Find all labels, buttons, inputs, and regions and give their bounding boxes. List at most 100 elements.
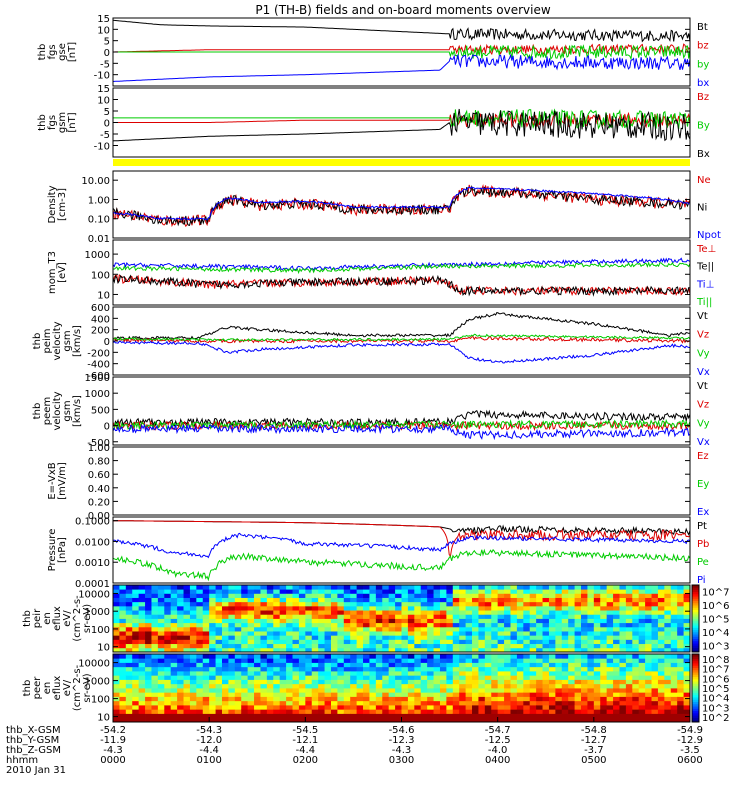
date-label: 2010 Jan 31 <box>6 765 66 776</box>
colorbar-peer: 10^210^310^410^510^610^710^8 <box>691 653 729 724</box>
svg-text:gse: gse <box>57 43 68 61</box>
y-tick-label: 1000 <box>85 389 110 400</box>
colorbar-tick-label: 10^6 <box>702 601 729 612</box>
y-tick-label: 0 <box>104 337 110 348</box>
y-tick-label: 0.20 <box>88 497 110 508</box>
x-axis-row-label: thb_Y-GSM <box>6 735 59 746</box>
spectrogram-peir <box>113 585 691 653</box>
colorbar-tick-label: 10^7 <box>702 588 729 599</box>
svg-text:Density: Density <box>47 185 58 223</box>
legend-entry: bx <box>697 78 709 89</box>
colorbar-tick-label: 10^6 <box>702 674 729 685</box>
y-tick-label: 100 <box>91 270 110 281</box>
spectrogram-peer <box>113 654 691 723</box>
panel-frame <box>112 516 691 584</box>
series-line <box>113 43 690 56</box>
svg-text:[km/s]: [km/s] <box>72 325 83 357</box>
svg-text:thb: thb <box>37 114 48 131</box>
series-line <box>113 532 690 559</box>
series-line <box>113 548 690 582</box>
svg-text:Pressure: Pressure <box>47 529 58 572</box>
y-tick-label: -5 <box>100 130 110 141</box>
svg-text:[nT]: [nT] <box>67 112 78 132</box>
svg-text:en: en <box>42 612 53 625</box>
svg-text:peem: peem <box>42 397 53 425</box>
svg-text:thb: thb <box>32 403 43 420</box>
figure-title: P1 (TH-B) fields and on-board moments ov… <box>255 3 551 17</box>
svg-text:gsm: gsm <box>62 400 73 421</box>
x-tick-label: -12.9 <box>677 735 703 746</box>
svg-text:E=-VxB: E=-VxB <box>47 462 58 499</box>
legend-entry: by <box>697 59 709 70</box>
x-tick-label: -3.7 <box>584 745 604 756</box>
svg-text:thb: thb <box>32 333 43 350</box>
y-tick-label: -600 <box>87 371 110 382</box>
y-tick-label: -10 <box>94 142 110 153</box>
x-tick-label: -4.3 <box>392 745 412 756</box>
legend-entry: Vy <box>697 418 710 429</box>
y-tick-label: 0.0001 <box>75 579 110 590</box>
series-line <box>113 274 690 297</box>
legend-entry: Pe <box>697 557 709 568</box>
series-line <box>113 274 690 297</box>
svg-text:sr-eV): sr-eV) <box>82 673 93 702</box>
y-tick-label: 10 <box>97 643 110 654</box>
legend-entry: Ne <box>697 175 711 186</box>
legend-entry: Vx <box>697 437 710 448</box>
colorbar-peir: 10^3 10^4 10^5 10^6 10^7 <box>691 584 729 653</box>
svg-text:(cm^2-s-: (cm^2-s- <box>72 595 83 642</box>
series-line <box>113 336 690 344</box>
y-tick-label: -5 <box>100 59 110 70</box>
legend-entry: Npot <box>697 230 721 241</box>
svg-text:[km/s]: [km/s] <box>72 395 83 427</box>
series-line <box>113 418 690 431</box>
y-tick-label: 100 <box>91 625 110 636</box>
colorbar-tick-label: 10^5 <box>702 615 729 626</box>
y-tick-label: -500 <box>87 438 110 449</box>
colorbar-tick-label: 10^7 <box>702 665 729 676</box>
panel-exb: Ez Ey Ex 0.00 0.20 0.40 0.60 0.80 1.00 E=-VxB [mV/… <box>47 443 709 522</box>
y-tick-label: 10000 <box>78 589 110 600</box>
x-tick-label: -54.3 <box>196 725 222 736</box>
y-axis-label: thb peer en eflux eV/(cm^2-s-sr-eV) <box>22 664 93 711</box>
svg-text:[cm-3]: [cm-3] <box>57 188 68 221</box>
svg-text:[mV/m]: [mV/m] <box>57 462 68 500</box>
series-line <box>113 185 690 227</box>
panel-temp: Te⊥ Te|| Ti⊥ Ti|| 10 100 1000 mom_T3 [eV] <box>47 239 716 308</box>
legend-entry: Vx <box>697 367 710 378</box>
data-gap-band <box>113 159 690 166</box>
x-tick-label: 0500 <box>581 755 606 766</box>
x-tick-label: -54.5 <box>292 725 318 736</box>
legend-entry: Vy <box>697 348 710 359</box>
x-tick-label: -4.4 <box>296 745 316 756</box>
y-tick-label: 1.00 <box>88 195 110 206</box>
panel-density: Ne Ni Npot 0.01 0.10 1.00 10.00 Density [cm-3] <box>47 170 721 245</box>
x-tick-label: 0600 <box>677 755 702 766</box>
y-tick-label: 10 <box>97 96 110 107</box>
legend-entry: Bz <box>697 92 709 103</box>
series-line <box>113 108 690 130</box>
y-tick-label: 1000 <box>85 250 110 261</box>
y-tick-label: 10 <box>97 290 110 301</box>
svg-text:sr-eV): sr-eV) <box>82 604 93 633</box>
series-line <box>113 53 690 82</box>
x-axis-row-label: hhmm <box>6 755 38 766</box>
y-tick-label: -400 <box>87 360 110 371</box>
panel-frame <box>112 170 691 239</box>
series-line <box>113 333 690 342</box>
x-tick-label: 0100 <box>196 755 221 766</box>
y-tick-label: 1500 <box>85 373 110 384</box>
x-tick-label: -4.0 <box>488 745 508 756</box>
x-tick-label: -4.3 <box>103 745 123 756</box>
svg-text:[eV]: [eV] <box>57 262 68 283</box>
y-tick-label: 10 <box>97 25 110 36</box>
series-line <box>113 257 690 271</box>
y-tick-label: 10 <box>97 713 110 724</box>
y-tick-label: 0 <box>104 48 110 59</box>
svg-text:eV/: eV/ <box>62 679 73 696</box>
y-tick-label: -200 <box>87 348 110 359</box>
panel-frame <box>112 376 691 446</box>
series-line <box>113 520 690 536</box>
y-tick-label: 5 <box>104 107 110 118</box>
